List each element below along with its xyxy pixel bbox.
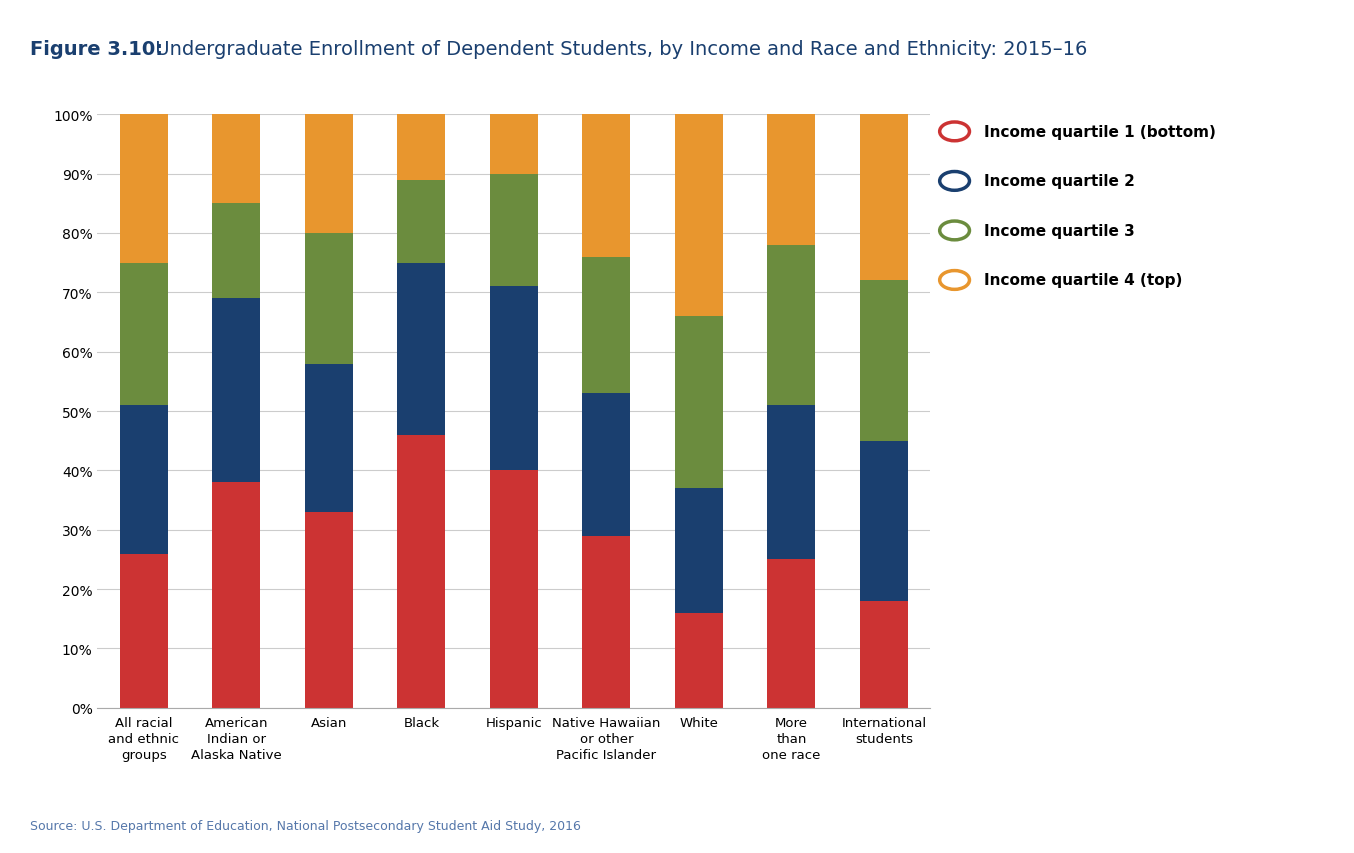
Bar <box>119 115 168 264</box>
Text: Income quartile 3: Income quartile 3 <box>984 223 1135 239</box>
Bar <box>768 560 815 708</box>
Bar <box>305 115 353 234</box>
Bar <box>860 281 909 441</box>
Bar <box>397 435 445 708</box>
Bar <box>860 115 909 281</box>
Text: Figure 3.10:: Figure 3.10: <box>30 39 162 59</box>
Bar <box>768 406 815 560</box>
Text: Source: U.S. Department of Education, National Postsecondary Student Aid Study, : Source: U.S. Department of Education, Na… <box>30 819 581 832</box>
Bar <box>397 180 445 264</box>
Bar <box>674 115 723 316</box>
Bar <box>213 204 260 299</box>
Bar <box>119 554 168 708</box>
Bar <box>490 115 538 174</box>
Bar <box>490 471 538 708</box>
Bar <box>768 115 815 246</box>
Bar <box>582 258 631 394</box>
Bar <box>674 613 723 708</box>
Text: Income quartile 4 (top): Income quartile 4 (top) <box>984 273 1183 288</box>
Bar <box>674 316 723 489</box>
Bar <box>860 441 909 601</box>
Bar <box>490 287 538 471</box>
Bar <box>119 264 168 406</box>
Text: Undergraduate Enrollment of Dependent Students, by Income and Race and Ethnicity: Undergraduate Enrollment of Dependent St… <box>149 39 1087 59</box>
Bar <box>305 364 353 513</box>
Bar <box>860 601 909 708</box>
Bar <box>582 394 631 536</box>
Bar <box>582 115 631 258</box>
Bar <box>119 406 168 554</box>
Bar <box>213 483 260 708</box>
Bar <box>490 174 538 287</box>
Bar <box>213 115 260 204</box>
Bar <box>768 246 815 406</box>
Bar <box>305 513 353 708</box>
Bar <box>305 234 353 364</box>
Bar <box>674 489 723 613</box>
Text: Income quartile 2: Income quartile 2 <box>984 174 1135 189</box>
Bar <box>397 115 445 180</box>
Text: Income quartile 1 (bottom): Income quartile 1 (bottom) <box>984 125 1216 140</box>
Bar <box>397 264 445 435</box>
Bar <box>582 536 631 708</box>
Bar <box>213 299 260 483</box>
